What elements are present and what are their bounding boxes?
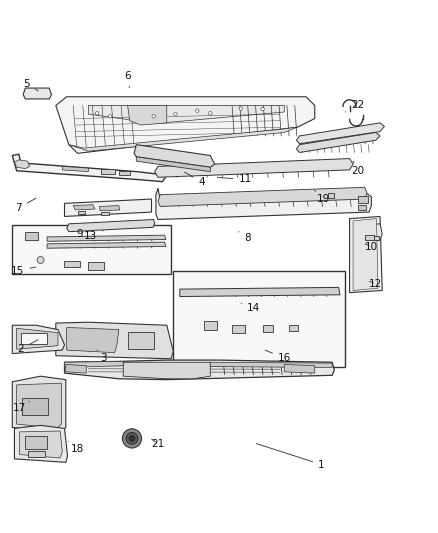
Polygon shape bbox=[56, 97, 315, 154]
Circle shape bbox=[95, 111, 99, 115]
Text: 15: 15 bbox=[11, 266, 35, 276]
Polygon shape bbox=[64, 361, 123, 367]
Text: 6: 6 bbox=[124, 71, 131, 87]
Polygon shape bbox=[17, 383, 61, 429]
Bar bbox=[262, 325, 273, 332]
Polygon shape bbox=[64, 199, 152, 216]
Polygon shape bbox=[14, 160, 30, 168]
Polygon shape bbox=[73, 205, 95, 210]
Polygon shape bbox=[284, 365, 315, 373]
Text: 3: 3 bbox=[97, 350, 107, 363]
Polygon shape bbox=[23, 88, 51, 99]
Polygon shape bbox=[64, 360, 334, 379]
Text: 14: 14 bbox=[241, 303, 261, 313]
Bar bbox=[127, 332, 154, 349]
Bar bbox=[64, 261, 80, 268]
Text: 2: 2 bbox=[18, 340, 38, 354]
Text: 7: 7 bbox=[15, 198, 36, 213]
Polygon shape bbox=[12, 225, 171, 274]
Text: 1: 1 bbox=[257, 443, 325, 470]
Polygon shape bbox=[297, 133, 380, 152]
Bar bbox=[232, 325, 245, 333]
Bar bbox=[119, 171, 130, 175]
Polygon shape bbox=[17, 328, 58, 349]
Polygon shape bbox=[88, 106, 284, 123]
Polygon shape bbox=[180, 287, 340, 296]
Text: 19: 19 bbox=[315, 190, 330, 204]
Bar bbox=[102, 212, 110, 215]
Bar bbox=[365, 235, 374, 239]
Circle shape bbox=[208, 111, 212, 115]
Bar bbox=[22, 398, 48, 415]
Polygon shape bbox=[155, 158, 353, 177]
Bar bbox=[25, 436, 47, 449]
Circle shape bbox=[37, 256, 44, 263]
Bar bbox=[21, 333, 47, 344]
Text: 17: 17 bbox=[13, 401, 30, 413]
Polygon shape bbox=[173, 271, 345, 367]
Bar bbox=[358, 205, 366, 210]
Polygon shape bbox=[210, 362, 332, 367]
Bar bbox=[204, 321, 217, 329]
Text: 20: 20 bbox=[352, 161, 365, 176]
Polygon shape bbox=[123, 362, 210, 379]
Polygon shape bbox=[67, 220, 155, 232]
Polygon shape bbox=[156, 188, 371, 220]
Bar bbox=[25, 232, 39, 240]
Circle shape bbox=[129, 436, 134, 441]
Circle shape bbox=[109, 115, 112, 118]
Circle shape bbox=[261, 107, 264, 111]
Polygon shape bbox=[12, 154, 167, 182]
Polygon shape bbox=[158, 187, 367, 206]
Polygon shape bbox=[56, 322, 173, 359]
Text: 16: 16 bbox=[265, 350, 291, 363]
Bar bbox=[78, 211, 85, 214]
Polygon shape bbox=[62, 166, 88, 172]
Text: 21: 21 bbox=[152, 439, 165, 449]
Bar bbox=[289, 325, 298, 331]
Polygon shape bbox=[12, 325, 64, 353]
Text: 11: 11 bbox=[217, 174, 252, 184]
Polygon shape bbox=[47, 235, 166, 241]
Text: 9: 9 bbox=[76, 229, 91, 239]
Circle shape bbox=[239, 107, 243, 110]
Polygon shape bbox=[67, 327, 119, 353]
Circle shape bbox=[126, 432, 138, 445]
Polygon shape bbox=[12, 376, 66, 432]
Polygon shape bbox=[14, 425, 67, 462]
Polygon shape bbox=[69, 127, 297, 151]
Polygon shape bbox=[47, 242, 166, 248]
Polygon shape bbox=[134, 144, 215, 167]
Text: 22: 22 bbox=[345, 100, 364, 112]
Bar bbox=[358, 196, 368, 203]
Bar bbox=[328, 193, 334, 198]
Bar bbox=[88, 262, 104, 270]
Circle shape bbox=[152, 115, 155, 118]
Text: 13: 13 bbox=[84, 231, 103, 241]
Polygon shape bbox=[99, 206, 120, 211]
Polygon shape bbox=[350, 216, 382, 293]
Circle shape bbox=[195, 109, 199, 112]
Text: 12: 12 bbox=[369, 279, 382, 289]
Polygon shape bbox=[127, 106, 167, 125]
Polygon shape bbox=[66, 365, 86, 373]
Polygon shape bbox=[354, 224, 382, 241]
Text: 10: 10 bbox=[365, 242, 378, 252]
Text: 5: 5 bbox=[23, 79, 38, 91]
Polygon shape bbox=[353, 219, 378, 290]
Text: 18: 18 bbox=[69, 441, 84, 454]
Polygon shape bbox=[297, 123, 385, 144]
Polygon shape bbox=[20, 431, 62, 458]
Bar bbox=[374, 236, 379, 240]
Circle shape bbox=[122, 429, 141, 448]
Text: 8: 8 bbox=[239, 232, 251, 243]
Circle shape bbox=[174, 112, 177, 116]
Polygon shape bbox=[136, 157, 210, 172]
Bar bbox=[28, 451, 45, 457]
Bar bbox=[102, 169, 115, 174]
Text: 4: 4 bbox=[184, 172, 205, 187]
